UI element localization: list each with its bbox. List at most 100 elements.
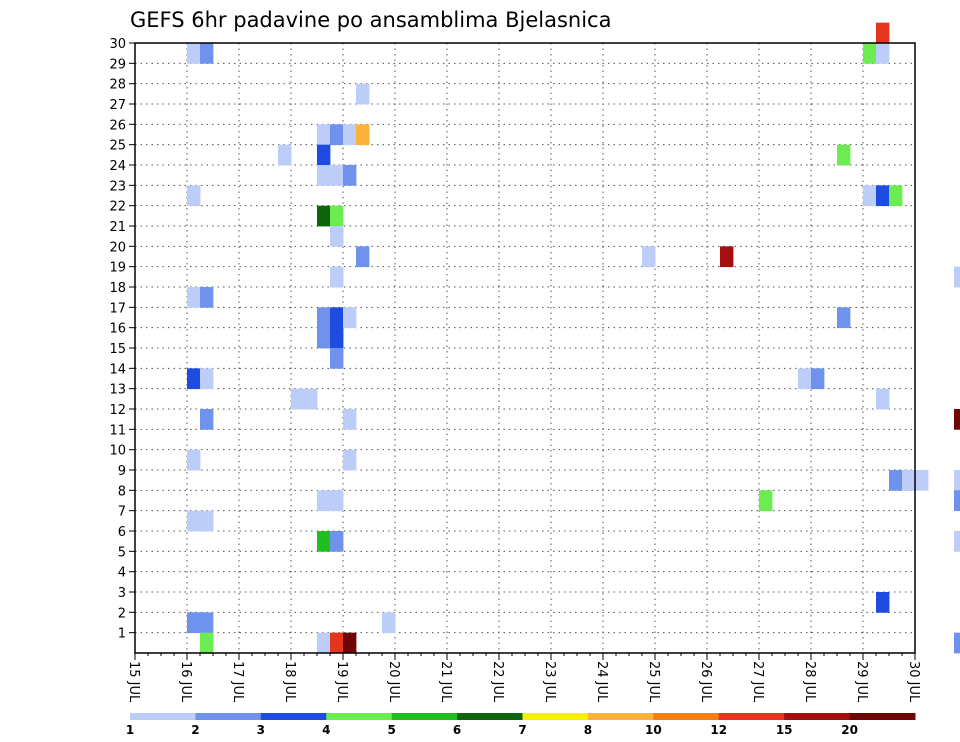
heatmap-cell [954, 266, 960, 288]
heatmap-cell [317, 307, 331, 329]
legend-label: 2 [191, 723, 199, 737]
heatmap-cell [330, 307, 344, 329]
heatmap-cell [382, 612, 396, 634]
y-tick-label: 11 [109, 423, 126, 438]
heatmap-cell [837, 144, 851, 166]
heatmap-cell [330, 632, 344, 654]
legend-swatch [653, 713, 720, 720]
heatmap-cell [317, 124, 331, 146]
y-tick-label: 23 [109, 179, 126, 194]
y-tick-label: 24 [109, 159, 126, 174]
y-tick-label: 1 [118, 627, 126, 642]
y-tick-label: 30 [109, 37, 126, 52]
heatmap-cell [343, 165, 357, 186]
legend-label: 12 [710, 723, 727, 737]
legend-swatch [522, 713, 589, 720]
heatmap-cell [187, 510, 201, 532]
y-tick-label: 14 [109, 362, 126, 377]
legend-label: 20 [841, 723, 858, 737]
y-tick-label: 17 [109, 301, 126, 316]
x-tick-label: 17 JUL [230, 661, 245, 703]
x-tick-label: 25 JUL [646, 661, 661, 703]
heatmap-cell [317, 531, 331, 552]
y-tick-label: 22 [109, 200, 126, 215]
heatmap-cell [317, 327, 331, 349]
heatmap-cell [330, 226, 344, 247]
heatmap-cells [187, 22, 960, 654]
y-tick-label: 29 [109, 57, 126, 72]
y-tick-label: 21 [109, 220, 126, 235]
heatmap-cell [954, 409, 960, 430]
x-tick-label: 26 JUL [698, 661, 713, 703]
heatmap-cell [317, 165, 331, 186]
heatmap-cell [343, 449, 357, 471]
y-tick-label: 19 [109, 261, 126, 276]
heatmap-cell [863, 185, 877, 207]
x-tick-label: 29 JUL [854, 661, 869, 703]
heatmap-cell [343, 307, 357, 329]
heatmap-cell [200, 612, 214, 634]
heatmap-cell [330, 348, 344, 369]
y-tick-label: 6 [118, 525, 126, 540]
y-tick-label: 9 [118, 464, 126, 479]
y-tick-label: 28 [109, 78, 126, 93]
x-tick-label: 16 JUL [178, 661, 193, 703]
y-tick-label: 25 [109, 139, 126, 154]
heatmap-cell [317, 490, 331, 512]
heatmap-cell [343, 632, 357, 654]
y-tick-label: 10 [109, 444, 126, 459]
y-tick-label: 16 [109, 322, 126, 337]
legend-label: 6 [453, 723, 461, 737]
heatmap-cell [876, 22, 890, 44]
y-tick-label: 8 [118, 484, 126, 499]
heatmap-cell [720, 246, 734, 268]
legend-swatch [195, 713, 262, 720]
legend-swatch [260, 713, 327, 720]
heatmap-cell [330, 327, 344, 349]
y-tick-label: 12 [109, 403, 126, 418]
y-tick-label: 26 [109, 118, 126, 133]
heatmap-cell [317, 632, 331, 654]
heatmap-cell [330, 266, 344, 288]
x-tick-label: 20 JUL [386, 661, 401, 703]
heatmap-cell [317, 205, 331, 227]
heatmap-cell [187, 612, 201, 634]
legend-swatch [784, 713, 851, 720]
heatmap-cell [291, 388, 305, 410]
heatmap-cell [889, 185, 903, 207]
heatmap-cell [876, 43, 890, 64]
y-tick-label: 4 [118, 566, 126, 581]
legend-label: 8 [584, 723, 592, 737]
legend-label: 7 [518, 723, 526, 737]
heatmap-cell [200, 632, 214, 654]
heatmap-cell [954, 632, 960, 654]
heatmap-cell [876, 185, 890, 207]
heatmap-cell [304, 388, 318, 410]
heatmap-cell [798, 368, 812, 390]
legend-swatch [130, 713, 196, 720]
heatmap-cell [954, 531, 960, 552]
chart-title: GEFS 6hr padavine po ansamblima Bjelasni… [130, 8, 611, 32]
heatmap-cell [837, 307, 851, 329]
heatmap-cell [343, 124, 357, 146]
x-axis-ticks: 15 JUL 16 JUL 17 JUL 18 JUL 19 JUL 20 JUL 21 J… [126, 653, 921, 703]
heatmap-cell [876, 592, 890, 613]
legend-label: 1 [126, 723, 134, 737]
heatmap-cell [330, 531, 344, 552]
heatmap-cell [330, 165, 344, 186]
y-tick-label: 2 [118, 606, 126, 621]
heatmap-cell [889, 470, 903, 491]
heatmap-cell [863, 43, 877, 64]
x-tick-label: 21 JUL [438, 661, 453, 703]
y-tick-label: 18 [109, 281, 126, 296]
heatmap-cell [330, 490, 344, 512]
y-tick-label: 3 [118, 586, 126, 601]
heatmap-cell [759, 490, 773, 512]
heatmap-cell [200, 287, 214, 308]
heatmap-cell [200, 43, 214, 64]
heatmap-cell [317, 144, 331, 166]
heatmap-cell [187, 368, 201, 390]
x-tick-label: 27 JUL [750, 661, 765, 703]
heatmap-cell [330, 124, 344, 146]
